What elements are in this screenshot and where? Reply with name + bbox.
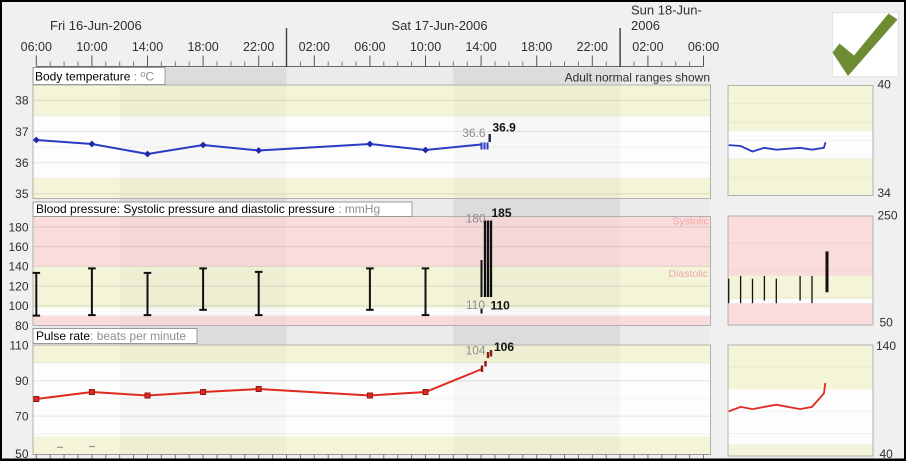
svg-text:Sun 18-Jun-: Sun 18-Jun- xyxy=(631,3,702,18)
svg-text:36.6: 36.6 xyxy=(462,126,486,140)
svg-text:Diastolic: Diastolic xyxy=(669,268,709,280)
svg-text:Blood pressure: Systolic press: Blood pressure: Systolic pressure and di… xyxy=(36,202,380,216)
svg-text:Systolic: Systolic xyxy=(673,216,709,228)
svg-text:40: 40 xyxy=(880,447,894,461)
svg-text:Fri 16-Jun-2006: Fri 16-Jun-2006 xyxy=(50,18,142,33)
svg-text:22:00: 22:00 xyxy=(243,40,274,54)
svg-text:140: 140 xyxy=(876,339,896,353)
svg-text:Body temperature : oC: Body temperature : oC xyxy=(35,69,154,84)
svg-text:06:00: 06:00 xyxy=(21,40,52,54)
svg-text:110: 110 xyxy=(491,299,511,313)
svg-text:80: 80 xyxy=(15,319,29,333)
svg-text:36.9: 36.9 xyxy=(493,120,517,134)
svg-text:100: 100 xyxy=(8,299,28,313)
svg-text:40: 40 xyxy=(878,78,892,92)
svg-text:Pulse rate: beats per minute: Pulse rate: beats per minute xyxy=(36,329,186,343)
svg-text:14:00: 14:00 xyxy=(465,40,496,54)
svg-text:50: 50 xyxy=(880,316,894,330)
svg-text:34: 34 xyxy=(878,186,892,200)
svg-text:02:00: 02:00 xyxy=(299,40,330,54)
svg-text:10:00: 10:00 xyxy=(410,40,441,54)
svg-text:180: 180 xyxy=(466,212,486,226)
svg-text:160: 160 xyxy=(8,240,28,254)
svg-text:14:00: 14:00 xyxy=(132,40,163,54)
svg-text:70: 70 xyxy=(15,409,29,423)
svg-text:180: 180 xyxy=(8,220,28,234)
svg-text:18:00: 18:00 xyxy=(187,40,218,54)
svg-text:Sat 17-Jun-2006: Sat 17-Jun-2006 xyxy=(392,18,488,33)
svg-text:10:00: 10:00 xyxy=(76,40,107,54)
svg-text:120: 120 xyxy=(8,279,28,293)
svg-text:38: 38 xyxy=(15,94,29,108)
svg-text:106: 106 xyxy=(494,340,514,354)
svg-text:37: 37 xyxy=(15,125,29,139)
svg-text:36: 36 xyxy=(15,156,29,170)
svg-text:90: 90 xyxy=(15,374,29,388)
svg-text:2006: 2006 xyxy=(631,18,660,33)
svg-text:110: 110 xyxy=(466,298,485,312)
svg-text:Adult normal ranges shown: Adult normal ranges shown xyxy=(565,71,710,85)
svg-text:22:00: 22:00 xyxy=(577,40,608,54)
svg-text:104: 104 xyxy=(466,343,486,357)
svg-text:06:00: 06:00 xyxy=(354,40,385,54)
svg-text:18:00: 18:00 xyxy=(521,40,552,54)
svg-text:50: 50 xyxy=(15,447,29,461)
svg-text:06:00: 06:00 xyxy=(688,40,719,54)
svg-text:250: 250 xyxy=(878,209,898,223)
svg-text:110: 110 xyxy=(9,339,28,353)
svg-text:02:00: 02:00 xyxy=(632,40,663,54)
svg-text:140: 140 xyxy=(8,260,28,274)
svg-text:35: 35 xyxy=(15,187,29,201)
svg-text:185: 185 xyxy=(492,206,512,220)
